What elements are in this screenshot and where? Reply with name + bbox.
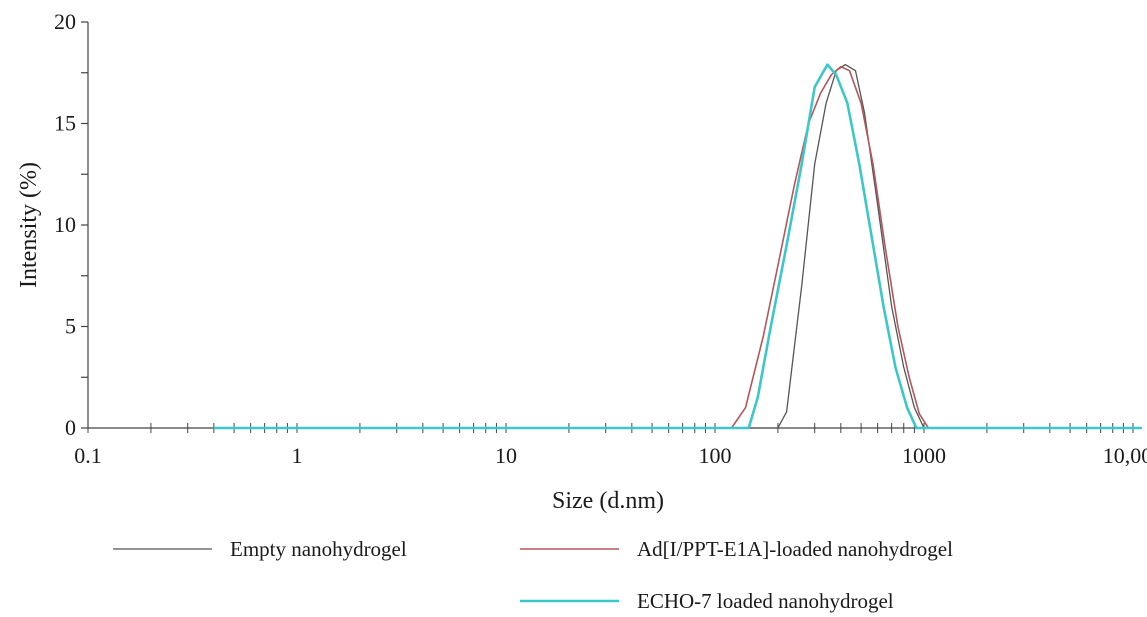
series-layer (213, 63, 1142, 430)
x-tick-label: 0.1 (74, 443, 102, 468)
x-tick-label: 1 (292, 443, 303, 468)
y-tick-label: 5 (65, 314, 76, 339)
legend-label-1: Ad[I/PPT-E1A]-loaded nanohydrogel (637, 537, 953, 561)
series-line-0 (213, 63, 1142, 429)
y-axis-title: Intensity (%) (16, 162, 42, 288)
x-axis-title: Size (d.nm) (552, 488, 664, 514)
x-tick-label: 10 (495, 443, 517, 468)
series-line-1 (213, 65, 1142, 429)
x-tick-label: 1000 (902, 443, 946, 468)
legend-label-0: Empty nanohydrogel (230, 537, 407, 561)
legend: Empty nanohydrogel Ad[I/PPT-E1A]-loaded n… (113, 537, 953, 613)
series-line-2 (213, 63, 1142, 430)
y-tick-label: 0 (65, 415, 76, 440)
x-tick-label: 10,000 (1103, 443, 1147, 468)
x-axis: 0.1 1 10 100 1000 10,000 (74, 423, 1147, 468)
y-tick-label: 20 (54, 9, 76, 34)
x-tick-label: 100 (699, 443, 732, 468)
y-axis: 0 5 10 15 20 (54, 9, 89, 440)
y-tick-label: 10 (54, 212, 76, 237)
y-tick-label: 15 (54, 111, 76, 136)
legend-label-2: ECHO-7 loaded nanohydrogel (637, 589, 894, 613)
